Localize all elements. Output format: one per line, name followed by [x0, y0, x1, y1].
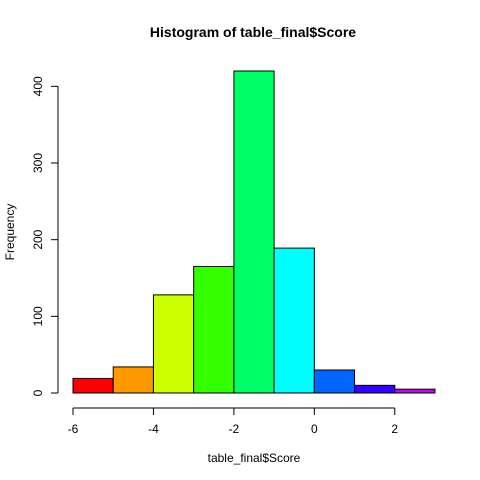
- x-tick-label: -2: [229, 422, 240, 436]
- histogram-bar: [233, 70, 275, 394]
- bars-group: [72, 70, 436, 394]
- y-tick-label: 400: [31, 76, 45, 96]
- y-axis-label: Frequency: [3, 204, 17, 261]
- histogram-bar: [72, 377, 114, 394]
- histogram-bar: [394, 388, 436, 394]
- chart-title: Histogram of table_final$Score: [150, 24, 356, 40]
- histogram-bar: [193, 266, 235, 394]
- histogram-bar: [152, 294, 195, 394]
- histogram-bar: [273, 247, 315, 394]
- histogram-bar: [354, 384, 396, 394]
- y-tick-label: 0: [31, 389, 45, 396]
- x-tick-label: 0: [311, 422, 318, 436]
- x-tick-label: 2: [391, 422, 398, 436]
- x-tick-label: -6: [68, 422, 79, 436]
- y-tick-label: 100: [31, 306, 45, 326]
- y-tick-label: 300: [31, 153, 45, 173]
- x-tick-label: -4: [148, 422, 159, 436]
- y-tick-label: 200: [31, 229, 45, 249]
- x-axis: -6 -4 -2 0 2: [68, 407, 398, 436]
- histogram-bar: [112, 366, 154, 394]
- x-axis-label: table_final$Score: [208, 451, 301, 465]
- y-axis: 0 100 200 300 400: [31, 76, 59, 396]
- histogram-bar: [313, 369, 356, 394]
